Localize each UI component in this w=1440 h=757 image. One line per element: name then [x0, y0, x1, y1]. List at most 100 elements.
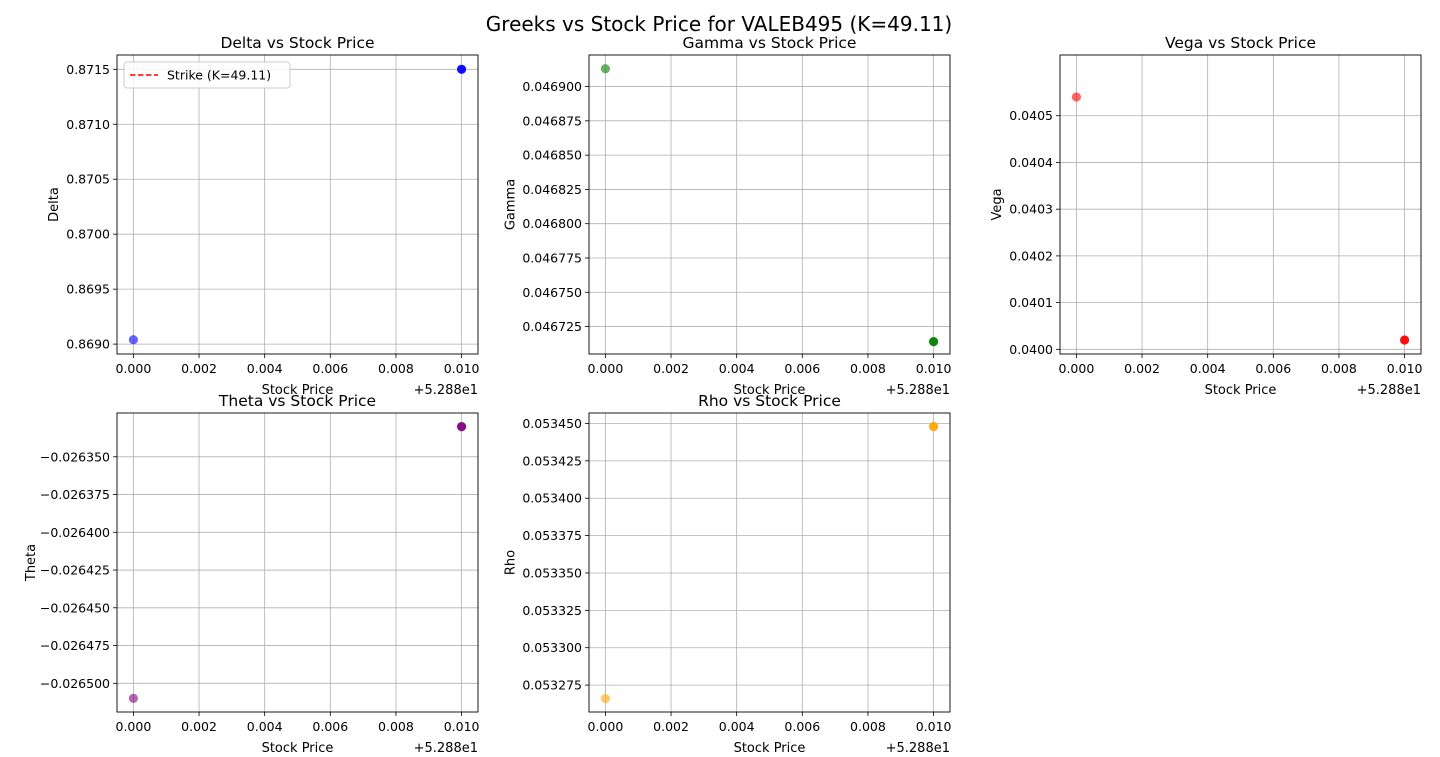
x-tick-label: 0.010 — [916, 719, 952, 734]
y-tick-label: 0.046825 — [522, 182, 582, 197]
x-tick-label: 0.010 — [444, 719, 480, 734]
data-point — [928, 337, 939, 347]
y-tick-label: −0.026425 — [40, 563, 110, 578]
x-axis-label: Stock Price — [734, 741, 806, 756]
axes-frame — [1059, 54, 1422, 355]
legend: Strike (K=49.11) — [123, 61, 291, 89]
y-tick-label: −0.026350 — [40, 449, 110, 464]
y-tick-label: 0.0402 — [1009, 248, 1053, 263]
x-tick-label: 0.000 — [588, 361, 624, 376]
x-tick-label: 0.002 — [653, 719, 689, 734]
y-tick-label: −0.026475 — [40, 638, 110, 653]
chart-title: Rho vs Stock Price — [698, 392, 841, 410]
axes-frame — [588, 54, 951, 355]
data-point — [456, 64, 467, 74]
x-offset-label: +5.288e1 — [886, 741, 950, 756]
y-tick-label: −0.026375 — [40, 487, 110, 502]
y-tick-label: 0.0403 — [1009, 202, 1053, 217]
y-tick-label: 0.046725 — [522, 319, 582, 334]
y-tick-label: 0.8700 — [66, 227, 110, 242]
x-tick-label: 0.006 — [312, 719, 348, 734]
x-tick-label: 0.004 — [1190, 361, 1226, 376]
y-tick-label: 0.0400 — [1009, 342, 1053, 357]
chart-title: Delta vs Stock Price — [220, 34, 374, 52]
y-tick-label: 0.053275 — [522, 678, 582, 693]
x-tick-label: 0.002 — [1124, 361, 1160, 376]
y-axis-label: Theta — [24, 544, 39, 582]
x-axis-label: Stock Price — [1205, 383, 1277, 398]
chart-title: Gamma vs Stock Price — [683, 34, 857, 52]
data-point — [1071, 92, 1082, 102]
chart-panel-4: 0.000 0.002 0.004 0.006 0.008 0.010 −0.026500 −… — [24, 392, 480, 756]
y-tick-label: 0.8695 — [66, 282, 110, 297]
y-tick-label: 0.0401 — [1009, 295, 1053, 310]
legend-label: Strike (K=49.11) — [167, 68, 271, 83]
x-offset-label: +5.288e1 — [414, 383, 478, 398]
x-tick-label: 0.004 — [719, 719, 755, 734]
y-axis-label: Gamma — [504, 179, 519, 230]
x-tick-label: 0.000 — [1059, 361, 1095, 376]
x-tick-label: 0.006 — [784, 719, 820, 734]
y-tick-label: −0.026400 — [40, 525, 110, 540]
y-tick-label: 0.046800 — [522, 216, 582, 231]
data-point — [456, 421, 467, 432]
x-offset-label: +5.288e1 — [886, 383, 950, 398]
y-tick-label: 0.046775 — [522, 250, 582, 265]
x-tick-label: 0.000 — [116, 719, 152, 734]
x-tick-label: 0.006 — [1255, 361, 1291, 376]
chart-panel-1: 0.000 0.002 0.004 0.006 0.008 0.010 0.8690 0.86… — [47, 34, 479, 398]
x-tick-label: 0.002 — [181, 361, 217, 376]
y-axis-label: Delta — [47, 187, 62, 222]
x-tick-label: 0.000 — [588, 719, 624, 734]
y-tick-label: 0.8715 — [66, 62, 110, 77]
chart-title: Vega vs Stock Price — [1165, 34, 1316, 52]
y-axis-label: Vega — [990, 188, 1005, 220]
y-tick-label: −0.026450 — [40, 600, 110, 615]
y-axis-label: Rho — [504, 550, 519, 575]
x-tick-label: 0.008 — [850, 719, 886, 734]
data-point — [928, 421, 939, 432]
y-tick-label: 0.053300 — [522, 640, 582, 655]
x-tick-label: 0.008 — [378, 361, 414, 376]
x-tick-label: 0.004 — [719, 361, 755, 376]
y-tick-label: 0.053375 — [522, 528, 582, 543]
x-tick-label: 0.010 — [444, 361, 480, 376]
chart-panel-2: 0.000 0.002 0.004 0.006 0.008 0.010 0.046725 0.… — [504, 34, 952, 398]
data-point — [600, 64, 611, 74]
axes-frame — [588, 412, 951, 713]
x-tick-label: 0.010 — [1387, 361, 1423, 376]
x-tick-label: 0.002 — [181, 719, 217, 734]
y-tick-label: 0.053425 — [522, 453, 582, 468]
x-axis-label: Stock Price — [734, 383, 806, 398]
chart-panel-5: 0.000 0.002 0.004 0.006 0.008 0.010 0.053275 0.… — [504, 392, 952, 756]
y-tick-label: 0.8705 — [66, 172, 110, 187]
y-tick-label: 0.053350 — [522, 565, 582, 580]
data-point — [600, 693, 611, 704]
data-point — [128, 693, 139, 704]
x-tick-label: 0.002 — [653, 361, 689, 376]
legend-box — [123, 61, 291, 89]
chart-title: Theta vs Stock Price — [218, 392, 376, 410]
x-tick-label: 0.008 — [378, 719, 414, 734]
x-tick-label: 0.004 — [247, 719, 283, 734]
x-axis-label: Stock Price — [262, 383, 334, 398]
x-offset-label: +5.288e1 — [1357, 383, 1421, 398]
y-tick-label: 0.046750 — [522, 285, 582, 300]
y-tick-label: 0.0405 — [1009, 108, 1053, 123]
x-tick-label: 0.004 — [247, 361, 283, 376]
x-tick-label: 0.010 — [916, 361, 952, 376]
chart-panel-3: 0.000 0.002 0.004 0.006 0.008 0.010 0.0400 0.04… — [990, 34, 1422, 398]
x-tick-label: 0.008 — [1321, 361, 1357, 376]
x-tick-label: 0.008 — [850, 361, 886, 376]
axes-frame — [116, 54, 479, 355]
y-tick-label: 0.8690 — [66, 337, 110, 352]
y-tick-label: 0.8710 — [66, 117, 110, 132]
y-tick-label: 0.053325 — [522, 603, 582, 618]
data-point — [128, 335, 139, 345]
y-tick-label: 0.046875 — [522, 113, 582, 128]
y-tick-label: 0.053400 — [522, 491, 582, 506]
x-tick-label: 0.000 — [116, 361, 152, 376]
y-tick-label: 0.046850 — [522, 148, 582, 163]
y-tick-label: 0.053450 — [522, 416, 582, 431]
